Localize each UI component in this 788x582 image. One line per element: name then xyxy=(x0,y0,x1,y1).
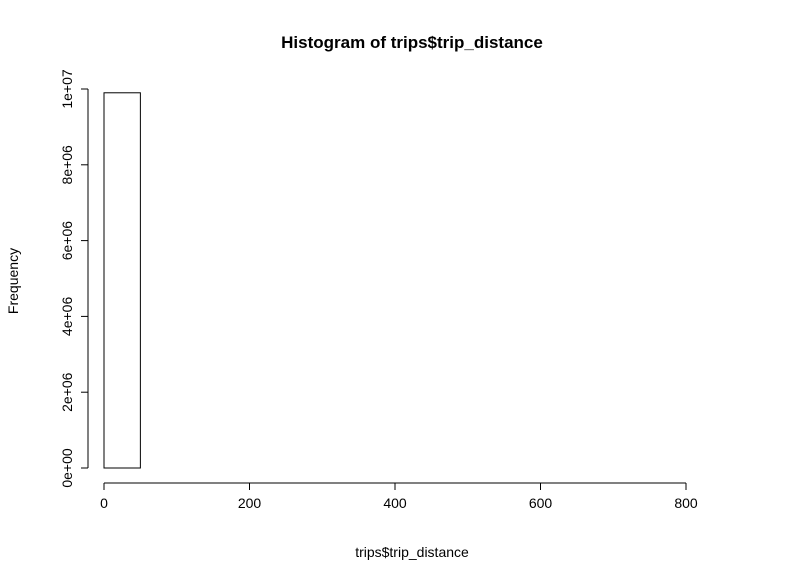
y-tick-label: 1e+07 xyxy=(59,69,75,109)
chart-title: Histogram of trips$trip_distance xyxy=(281,33,543,52)
x-axis-label: trips$trip_distance xyxy=(355,544,469,560)
y-axis-label: Frequency xyxy=(5,248,21,314)
y-tick-label: 2e+06 xyxy=(59,372,75,412)
histogram-bar xyxy=(103,92,141,469)
y-tick-label: 0e+00 xyxy=(59,448,75,488)
y-tick-label: 6e+06 xyxy=(59,221,75,261)
bars-group xyxy=(103,92,141,469)
y-axis: 0e+00 2e+06 4e+06 6e+06 8e+06 1e+07 xyxy=(59,69,89,488)
x-tick-label: 800 xyxy=(674,495,698,511)
x-axis: 0 200 400 600 800 xyxy=(100,482,698,511)
x-tick-label: 0 xyxy=(100,495,108,511)
x-tick-label: 600 xyxy=(529,495,553,511)
x-tick-label: 400 xyxy=(383,495,407,511)
x-tick-label: 200 xyxy=(238,495,262,511)
y-tick-label: 4e+06 xyxy=(59,297,75,337)
y-tick-label: 8e+06 xyxy=(59,145,75,185)
